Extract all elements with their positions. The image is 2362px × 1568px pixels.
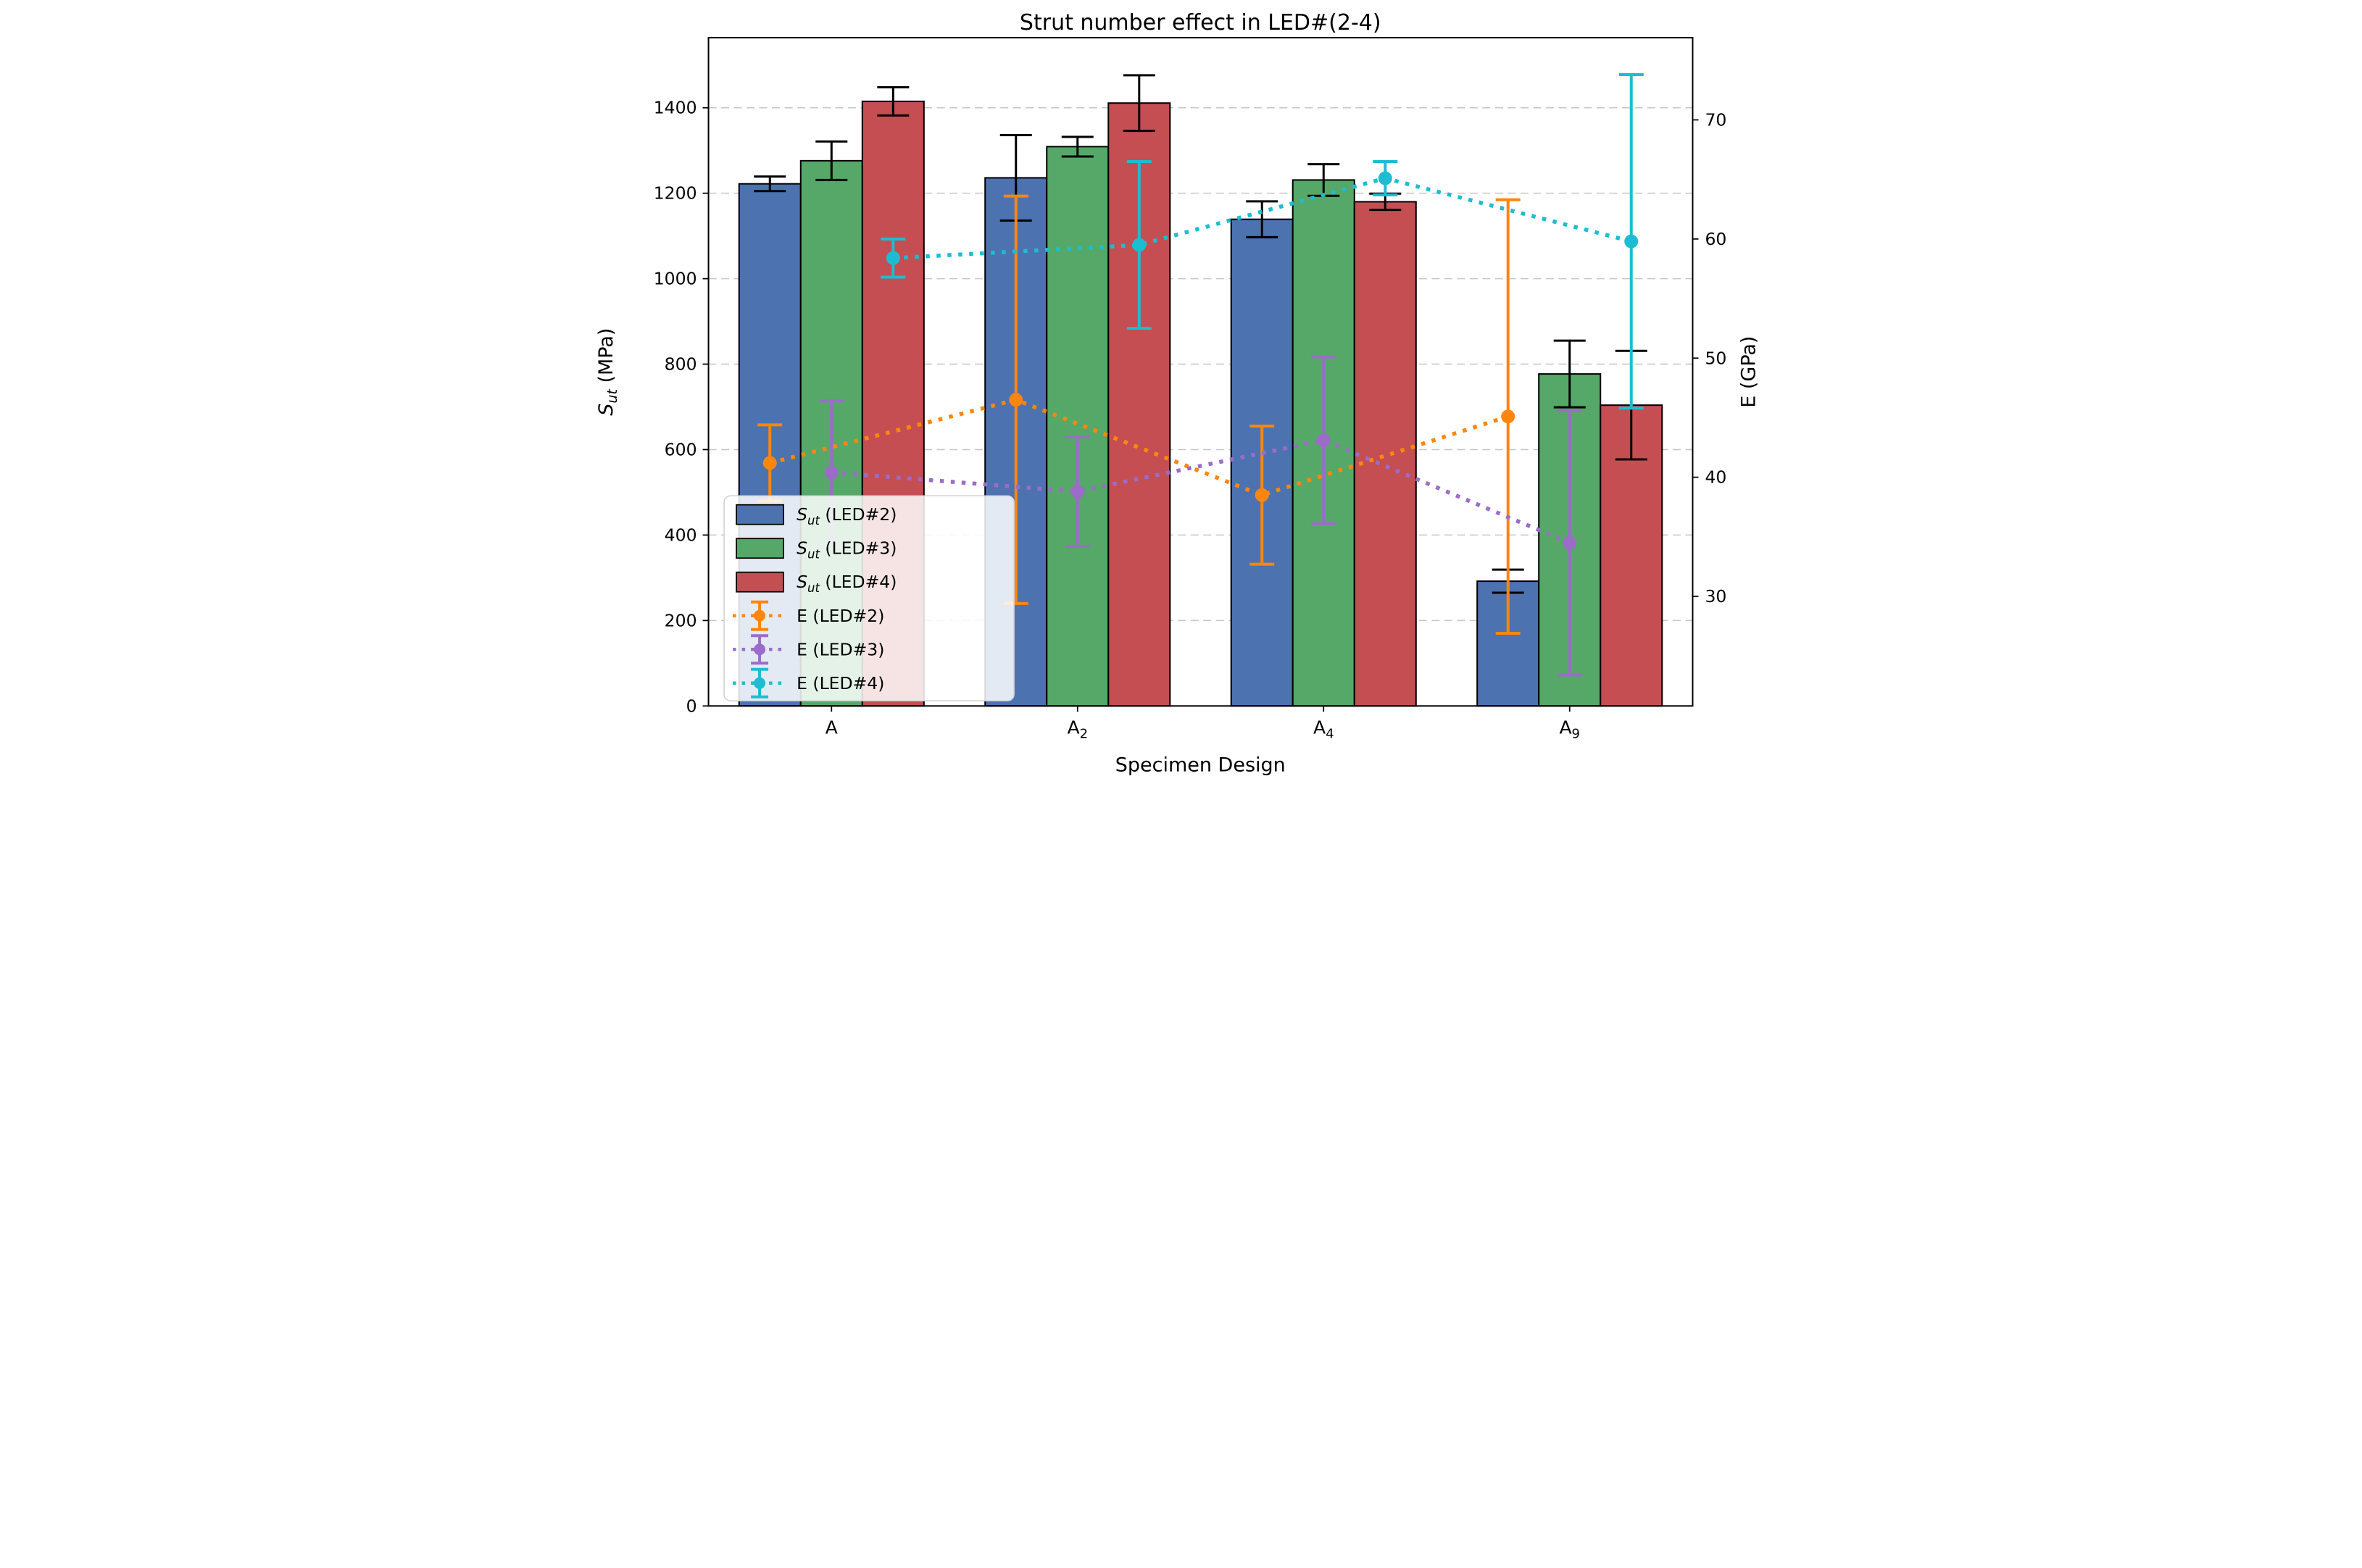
chart-title: Strut number effect in LED#(2-4) xyxy=(1019,10,1381,36)
bar xyxy=(1353,201,1417,707)
legend-label: Sut (LED#2) xyxy=(797,504,897,527)
e-data-marker xyxy=(1255,488,1269,502)
e-data-marker xyxy=(1562,535,1576,550)
left-tick-label: 0 xyxy=(686,696,696,716)
left-tick-label: 1400 xyxy=(653,98,696,118)
legend-item: Sut (LED#2) xyxy=(735,504,897,527)
x-tick-label: A2 xyxy=(1067,717,1088,741)
x-tick-label: A4 xyxy=(1313,717,1334,741)
figure-container: 0 200 400 600 800 1000 1200 1400 30 40 50 60 70 A A2 A4… xyxy=(590,0,1772,785)
legend-label: E (LED#2) xyxy=(797,606,884,626)
right-tick-label: 50 xyxy=(1705,348,1726,368)
legend-item: E (LED#2) xyxy=(732,600,884,631)
legend-swatch xyxy=(735,504,784,525)
e-series-line xyxy=(892,176,1631,260)
legend-box xyxy=(723,495,1015,702)
legend-label: Sut (LED#4) xyxy=(797,572,897,595)
chart-canvas: 0 200 400 600 800 1000 1200 1400 30 40 50 60 70 A A2 A4… xyxy=(590,0,1772,785)
legend-label: Sut (LED#3) xyxy=(797,538,897,562)
x-tick-label: A xyxy=(825,717,837,738)
e-data-marker xyxy=(1378,171,1392,185)
plot-border xyxy=(707,37,1693,707)
axes-layer: 0 200 400 600 800 1000 1200 1400 30 40 50 60 70 A A2 A4… xyxy=(653,37,1726,741)
legend: Sut (LED#2) Sut (LED#3) Sut (LED#4) E (LED#… xyxy=(723,495,1015,702)
left-tick-label: 1000 xyxy=(653,269,696,289)
legend-label: E (LED#4) xyxy=(797,673,884,693)
e-data-marker xyxy=(762,456,777,470)
right-tick-label: 30 xyxy=(1705,586,1726,606)
legend-item: Sut (LED#3) xyxy=(735,538,897,562)
left-tick-label: 800 xyxy=(664,354,696,375)
legend-swatch xyxy=(735,571,784,593)
legend-marker xyxy=(753,609,765,622)
x-axis-title: Specimen Design xyxy=(1115,754,1285,776)
e-data-marker xyxy=(1316,433,1331,448)
legend-item: E (LED#3) xyxy=(732,634,884,665)
legend-marker xyxy=(753,677,765,689)
e-data-marker xyxy=(1623,234,1638,249)
line-series-layer xyxy=(757,72,1644,677)
left-tick-label: 600 xyxy=(664,439,696,459)
e-data-marker xyxy=(1131,238,1146,252)
legend-marker xyxy=(753,643,765,656)
legend-label: E (LED#3) xyxy=(797,639,884,659)
right-tick-label: 70 xyxy=(1705,109,1726,130)
bar-series-layer xyxy=(738,74,1663,707)
left-tick-label: 200 xyxy=(664,610,696,630)
right-tick-label: 40 xyxy=(1705,467,1726,488)
legend-swatch xyxy=(735,538,784,559)
left-y-axis-title: Sut (MPa) xyxy=(595,328,620,416)
left-tick-label: 400 xyxy=(664,525,696,545)
e-data-marker xyxy=(1500,409,1515,424)
x-tick-label: A9 xyxy=(1559,717,1580,741)
right-y-axis-title: E (GPa) xyxy=(1737,336,1760,408)
right-tick-label: 60 xyxy=(1705,229,1726,249)
e-data-marker xyxy=(1008,393,1023,407)
e-series-line xyxy=(831,438,1571,545)
bar xyxy=(1045,146,1109,707)
legend-item: Sut (LED#4) xyxy=(735,571,897,595)
e-data-marker xyxy=(886,251,900,265)
legend-item: E (LED#4) xyxy=(732,667,884,698)
e-data-marker xyxy=(1070,484,1084,499)
e-data-marker xyxy=(824,465,839,480)
left-tick-label: 1200 xyxy=(653,183,696,204)
